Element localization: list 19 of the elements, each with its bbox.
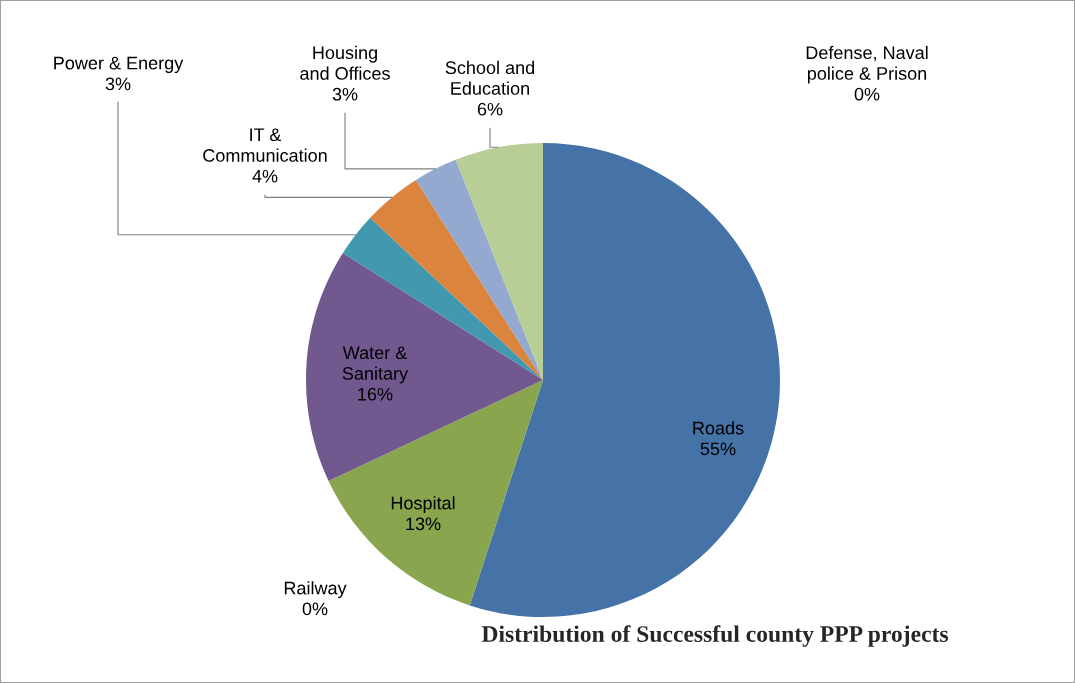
text: Distribution of Successful county PPP projects — [481, 625, 949, 647]
slice-label: IT & Communication — [203, 128, 327, 162]
data-label: 6% — [477, 102, 503, 116]
data-label: 13% — [406, 517, 441, 531]
slice-label: School and Education — [445, 60, 535, 95]
slice-label: Hospital — [391, 496, 455, 514]
slice-label: Housing and Offices — [300, 45, 390, 80]
text: 0% — [854, 87, 880, 101]
slice-label: Power & Energy — [54, 56, 184, 74]
data-label: 55% — [700, 442, 736, 456]
data-label: 4% — [252, 169, 278, 183]
data-label: 3% — [105, 77, 131, 91]
text: 0% — [302, 602, 328, 616]
category-label: Defense, Naval police & Prison — [806, 45, 928, 84]
slice-label: Roads — [693, 421, 744, 435]
data-label: 3% — [332, 87, 358, 101]
data-label: 16% — [358, 387, 393, 401]
category-label: Railway — [284, 581, 347, 599]
slice-label: Water & Sanitary — [342, 346, 409, 384]
